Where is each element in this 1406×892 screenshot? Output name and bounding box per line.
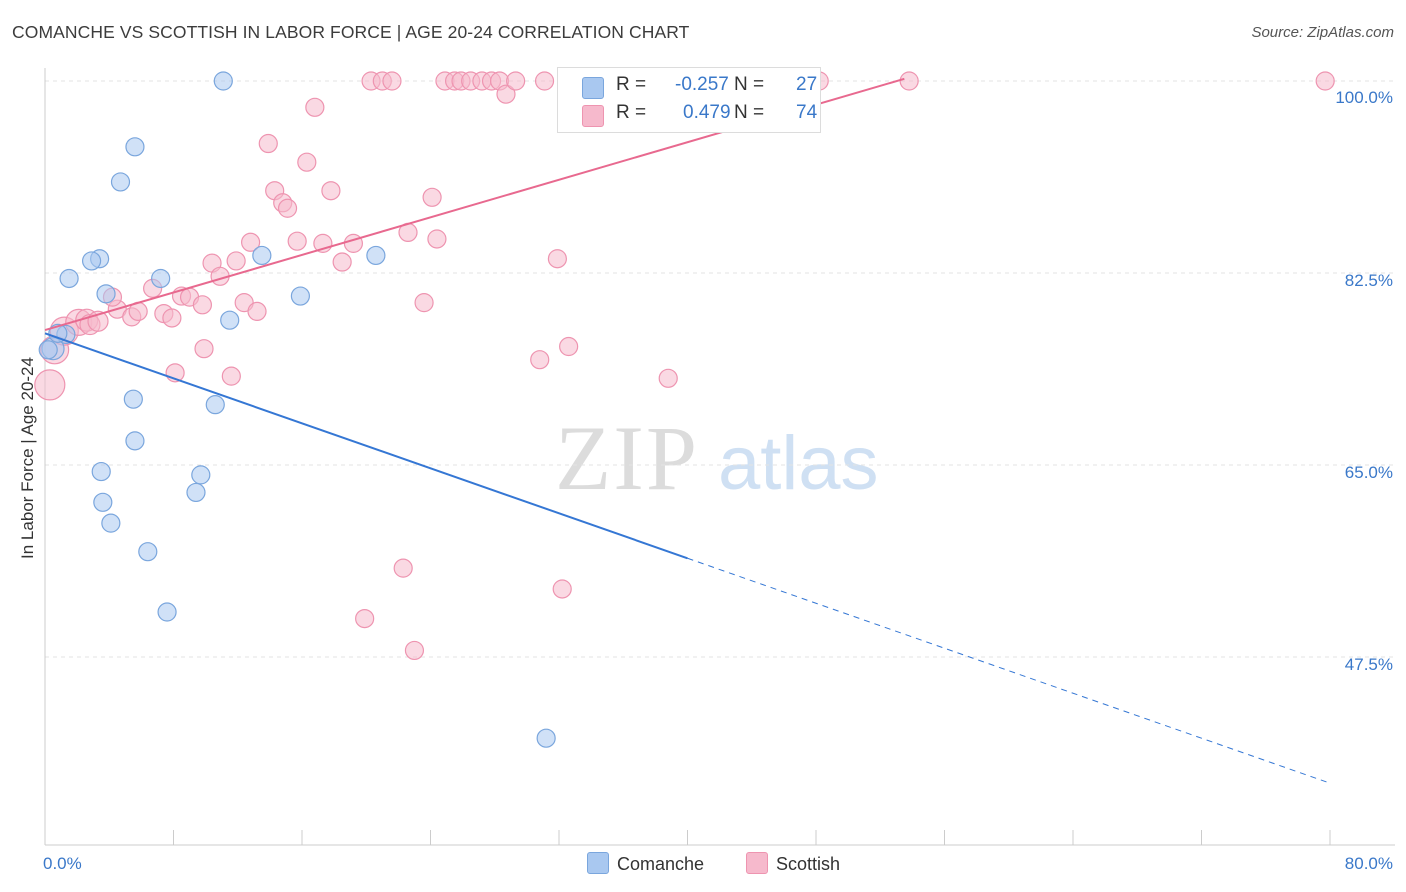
- comanche-n-label: N =: [734, 74, 765, 95]
- scottish-r-value: 0.479: [683, 102, 731, 123]
- comanche-trend-extension: [687, 557, 1331, 784]
- scottish-point: [530, 350, 550, 370]
- scottish-n-label: N =: [734, 102, 765, 123]
- scottish-point: [247, 301, 267, 321]
- comanche-point: [157, 602, 177, 622]
- y-tick-label: 65.0%: [1345, 463, 1393, 482]
- comanche-point: [123, 389, 143, 409]
- scottish-point: [658, 368, 678, 388]
- comanche-point: [213, 71, 233, 91]
- comanche-point: [59, 268, 79, 289]
- comanche-point: [536, 728, 556, 748]
- scottish-point: [226, 251, 246, 271]
- scottish-point: [506, 71, 526, 91]
- comanche-r-label: R =: [616, 74, 647, 95]
- y-tick-label: 47.5%: [1345, 655, 1393, 674]
- scottish-swatch: [582, 105, 604, 127]
- comanche-point: [186, 482, 206, 503]
- comanche-legend-label: Comanche: [617, 854, 705, 874]
- comanche-point: [138, 542, 158, 562]
- scottish-point: [192, 295, 213, 315]
- scottish-point: [899, 71, 919, 91]
- scottish-point: [1315, 71, 1335, 91]
- watermark-zip: ZIP: [555, 407, 699, 509]
- scottish-r-label: R =: [616, 102, 647, 123]
- comanche-point: [125, 137, 145, 157]
- scottish-point: [534, 71, 555, 91]
- comanche-point: [110, 172, 131, 192]
- comanche-point: [93, 492, 113, 512]
- comanche-legend-swatch: [587, 852, 609, 874]
- scottish-point: [305, 97, 325, 117]
- scottish-point: [287, 231, 307, 251]
- scottish-point: [34, 369, 66, 401]
- comanche-n-value: 27: [796, 74, 818, 95]
- comanche-point: [48, 323, 68, 343]
- comanche-point: [252, 245, 272, 266]
- y-tick-label: 82.5%: [1345, 271, 1393, 290]
- comanche-point: [290, 286, 310, 306]
- scottish-point: [332, 252, 352, 272]
- bottom-legend-comanche: Comanche: [587, 852, 704, 875]
- scottish-point: [404, 640, 425, 661]
- comanche-point: [220, 310, 240, 330]
- x-tick-label-min: 0.0%: [43, 854, 82, 873]
- correlation-legend: R = -0.257 N = 27 R = 0.479 N = 74: [557, 67, 821, 133]
- chart-title: COMANCHE VS SCOTTISH IN LABOR FORCE | AG…: [12, 22, 690, 42]
- comanche-point: [91, 461, 111, 482]
- scottish-point: [194, 339, 214, 359]
- scottish-point: [422, 187, 442, 207]
- scottish-point: [547, 249, 567, 269]
- watermark-atlas: atlas: [718, 421, 879, 506]
- comanche-point: [96, 284, 116, 304]
- comanche-point: [205, 395, 225, 415]
- scottish-point: [393, 558, 413, 578]
- comanche-point: [81, 251, 102, 271]
- comanche-point: [191, 465, 211, 485]
- scottish-point: [321, 181, 341, 201]
- scottish-point: [559, 336, 579, 357]
- comanche-point: [38, 340, 58, 360]
- y-axis-label: In Labor Force | Age 20-24: [18, 357, 37, 559]
- bottom-legend-scottish: Scottish: [746, 852, 840, 875]
- comanche-swatch: [582, 77, 604, 99]
- comanche-point: [101, 513, 121, 533]
- scottish-point: [496, 84, 516, 104]
- scottish-legend-label: Scottish: [776, 854, 841, 874]
- comanche-point: [125, 431, 145, 451]
- scottish-point: [297, 152, 317, 172]
- scottish-point: [277, 198, 298, 218]
- scottish-point: [382, 71, 402, 91]
- comanche-point: [366, 245, 386, 266]
- scottish-point: [427, 229, 447, 249]
- source-label: Source: ZipAtlas.com: [1251, 24, 1394, 41]
- x-tick-label-max: 80.0%: [1345, 854, 1393, 873]
- scottish-point: [258, 133, 278, 154]
- scottish-point: [355, 608, 375, 629]
- comanche-trend-line: [44, 332, 688, 560]
- y-tick-label: 100.0%: [1335, 88, 1393, 107]
- comanche-point: [151, 268, 171, 289]
- scottish-point: [552, 579, 572, 599]
- scottish-n-value: 74: [796, 102, 818, 123]
- scottish-point: [241, 232, 261, 252]
- scottish-point: [414, 293, 434, 313]
- scottish-point: [162, 308, 182, 328]
- scottish-legend-swatch: [746, 852, 768, 874]
- scottish-point: [221, 366, 241, 386]
- comanche-r-value: -0.257: [675, 74, 729, 95]
